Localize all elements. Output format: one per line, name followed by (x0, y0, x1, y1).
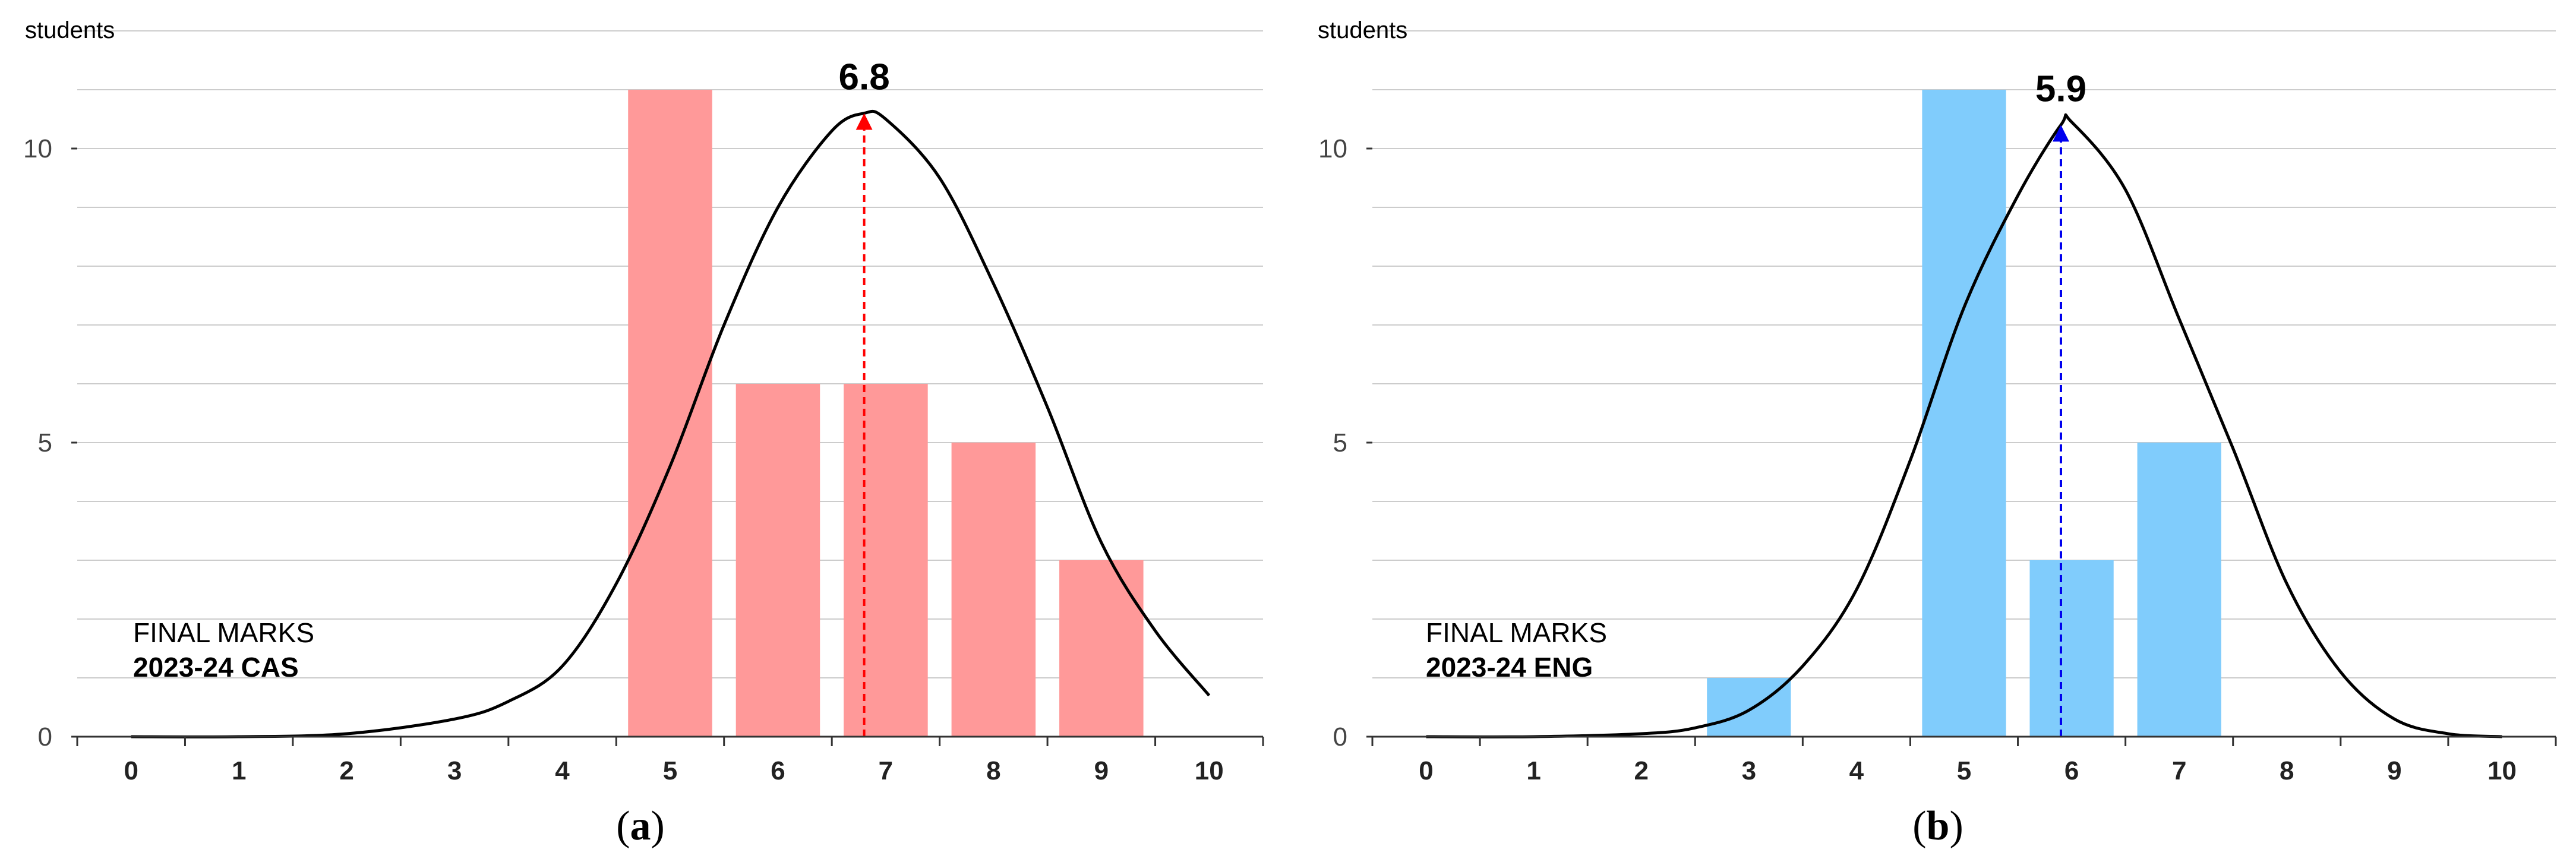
bar-8 (951, 443, 1036, 737)
x-tick-label-7: 7 (879, 756, 893, 785)
axes (71, 147, 1264, 746)
y-tick-label-10: 10 (23, 134, 52, 163)
x-tick-label-3: 3 (1742, 756, 1756, 785)
x-tick-label-7: 7 (2172, 756, 2186, 785)
x-tick-label-8: 8 (986, 756, 1000, 785)
bar-7 (844, 384, 928, 737)
annotation-line1: FINAL MARKS (133, 617, 314, 648)
x-tick-label-4: 4 (1849, 756, 1864, 785)
panel-label-a: (a) (616, 803, 665, 849)
y-tick-label-0: 0 (38, 722, 52, 752)
x-tick-label-5: 5 (1957, 756, 1971, 785)
x-tick-label-3: 3 (447, 756, 462, 785)
x-tick-label-9: 9 (2387, 756, 2401, 785)
mean-label: 6.8 (839, 57, 890, 98)
bar-7 (2137, 443, 2221, 737)
y-axis-label: students (25, 17, 115, 43)
y-axis-label: students (1318, 17, 1407, 43)
bar-5 (628, 90, 712, 737)
y-tick-label-0: 0 (1333, 722, 1347, 752)
x-tick-label-2: 2 (339, 756, 353, 785)
x-tick-label-2: 2 (1634, 756, 1648, 785)
distribution-curve (1426, 113, 2502, 738)
x-tick-label-0: 0 (124, 756, 138, 785)
x-tick-label-0: 0 (1419, 756, 1433, 785)
x-tick-label-10: 10 (2487, 756, 2517, 785)
annotation-line1: FINAL MARKS (1426, 617, 1607, 648)
bar-6 (735, 384, 820, 737)
distribution-curve (131, 109, 1211, 738)
x-tick-label-8: 8 (2280, 756, 2294, 785)
bar-5 (1922, 90, 2006, 737)
mean-label: 5.9 (2035, 68, 2086, 109)
panel-label-b: (b) (1912, 803, 1963, 849)
x-tick-label-6: 6 (2064, 756, 2079, 785)
annotation-line2: 2023-24 CAS (133, 652, 299, 683)
bars (628, 90, 1144, 737)
y-tick-labels: 0 5 10 (23, 134, 52, 752)
annotation-line2: 2023-24 ENG (1426, 652, 1593, 683)
bars (1707, 90, 2221, 737)
x-tick-label-5: 5 (663, 756, 677, 785)
chart-panel-b: 0 5 10 0 1 2 3 4 5 6 7 8 9 10 students 5.9 FINAL MAR… (1318, 17, 2557, 849)
x-tick-label-4: 4 (555, 756, 570, 785)
y-tick-label-10: 10 (1318, 134, 1347, 163)
x-tick-labels: 0 1 2 3 4 5 6 7 8 9 10 (124, 756, 1223, 785)
x-tick-labels: 0 1 2 3 4 5 6 7 8 9 10 (1419, 756, 2517, 785)
y-tick-label-5: 5 (38, 428, 52, 457)
bar-3 (1707, 678, 1791, 737)
x-tick-label-1: 1 (1526, 756, 1540, 785)
x-tick-label-10: 10 (1195, 756, 1224, 785)
chart-panel-a: 0 5 10 0 1 2 3 4 5 6 7 8 9 10 students 6.8 FINAL MAR… (23, 17, 1264, 849)
axes (1366, 147, 2557, 746)
x-tick-label-1: 1 (232, 756, 246, 785)
y-tick-label-5: 5 (1333, 428, 1347, 457)
bar-9 (1059, 560, 1144, 737)
bar-6 (2029, 560, 2114, 737)
x-tick-label-9: 9 (1094, 756, 1109, 785)
x-tick-label-6: 6 (771, 756, 785, 785)
y-tick-labels: 0 5 10 (1318, 134, 1347, 752)
